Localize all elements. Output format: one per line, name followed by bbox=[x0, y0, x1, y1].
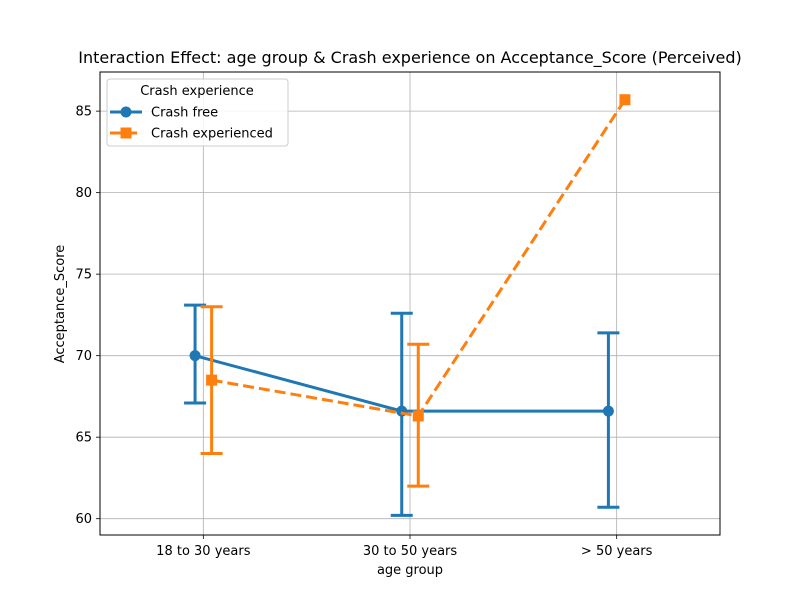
y-tick-label: 65 bbox=[75, 431, 92, 446]
legend-box bbox=[106, 78, 289, 147]
legend-entry: Crash free bbox=[110, 106, 218, 121]
legend: Crash experience Crash free Crash experie… bbox=[106, 78, 289, 147]
x-tick-label: > 50 years bbox=[581, 544, 653, 559]
y-tick-label: 80 bbox=[75, 186, 92, 201]
legend-marker bbox=[120, 127, 132, 139]
series-crash-free bbox=[184, 303, 620, 517]
y-axis-label: Acceptance_Score bbox=[53, 245, 68, 364]
data-point bbox=[412, 410, 424, 422]
data-point bbox=[602, 405, 614, 417]
chart-title: Interaction Effect: age group & Crash ex… bbox=[78, 48, 742, 68]
series-crash-experienced bbox=[200, 94, 631, 488]
x-tick-label: 30 to 50 years bbox=[363, 544, 458, 559]
legend-marker bbox=[120, 106, 132, 118]
legend-label: Crash experienced bbox=[151, 127, 273, 142]
x-axis-label: age group bbox=[377, 563, 443, 578]
legend-title: Crash experience bbox=[140, 84, 254, 99]
plot-area bbox=[184, 94, 631, 517]
data-point bbox=[206, 374, 218, 386]
data-point bbox=[189, 350, 201, 362]
legend-entry: Crash experienced bbox=[110, 127, 273, 142]
y-tick-label: 70 bbox=[75, 349, 92, 364]
y-tick-label: 85 bbox=[75, 105, 92, 120]
y-tick-label: 60 bbox=[75, 512, 92, 527]
legend-label: Crash free bbox=[151, 106, 218, 121]
data-point bbox=[619, 94, 631, 106]
x-tick-label: 18 to 30 years bbox=[156, 544, 251, 559]
y-tick-label: 75 bbox=[75, 268, 92, 283]
ticks: 18 to 30 years 30 to 50 years > 50 years 60… bbox=[75, 105, 652, 559]
